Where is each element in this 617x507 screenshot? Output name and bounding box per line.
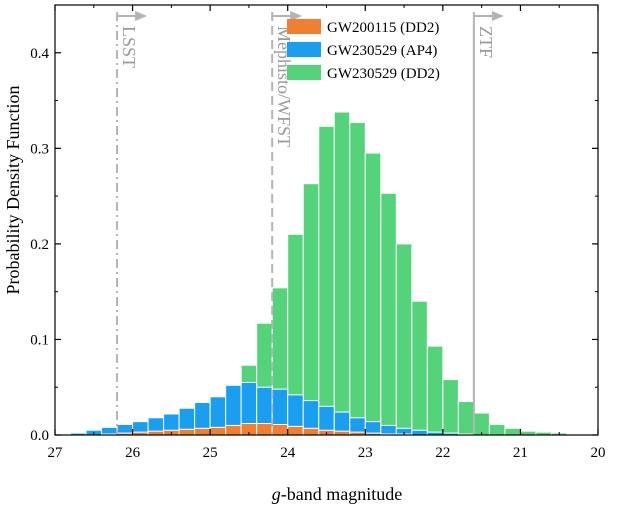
bar-gw230529-dd2	[426, 345, 444, 436]
bar-gw230529-dd2	[473, 412, 490, 436]
bar-gw230529-dd2	[318, 125, 335, 436]
x-tick-label: 26	[125, 445, 141, 461]
bar-gw230529-ap4	[411, 429, 428, 436]
legend-label-gw230529-ap4: GW230529 (AP4)	[327, 43, 437, 59]
x-tick-label: 23	[358, 445, 373, 461]
y-tick-label: 0.2	[30, 237, 49, 253]
legend-label-gw230529-dd2: GW230529 (DD2)	[327, 66, 440, 82]
y-axis-title: Probability Density Function	[3, 86, 23, 295]
y-tick-label: 0.3	[30, 141, 49, 157]
limit-arrowhead-mephisto-wfst	[290, 11, 303, 21]
y-tick-label: 0.1	[30, 332, 49, 348]
bar-gw230529-dd2	[504, 427, 521, 436]
x-tick-label: 25	[203, 445, 218, 461]
x-tick-label: 27	[48, 445, 64, 461]
bar-gw200115-dd2	[271, 423, 289, 436]
bar-gw230529-dd2	[349, 122, 366, 436]
bar-gw200115-dd2	[194, 427, 211, 436]
limit-arrowhead-ztf	[491, 11, 504, 21]
legend: GW200115 (DD2) GW230529 (AP4) GW230529 (DD…	[287, 19, 440, 82]
x-tick-label: 24	[280, 445, 296, 461]
bar-gw230529-dd2	[395, 243, 413, 436]
bar-gw200115-dd2	[256, 423, 273, 436]
limit-arrowhead-lsst	[135, 11, 148, 21]
bar-gw230529-dd2	[333, 111, 351, 436]
limit-label-ztf: ZTF	[476, 26, 496, 58]
bar-gw200115-dd2	[287, 425, 304, 436]
bar-gw230529-dd2	[302, 183, 320, 436]
limit-label-lsst: LSST	[119, 26, 139, 68]
bar-gw230529-dd2	[364, 152, 382, 436]
bar-gw230529-dd2	[380, 192, 397, 436]
bar-gw200115-dd2	[178, 428, 196, 436]
y-tick-label: 0.4	[30, 46, 49, 62]
bar-gw200115-dd2	[225, 424, 242, 436]
x-tick-label: 20	[591, 445, 606, 461]
bar-gw230529-dd2	[442, 379, 459, 436]
bar-gw230529-dd2	[488, 423, 506, 436]
bar-gw230529-dd2	[411, 300, 428, 436]
x-axis-title-rest: -band magnitude	[281, 484, 402, 504]
x-tick-label: 21	[513, 445, 528, 461]
legend-swatch-gw230529-ap4	[287, 42, 321, 57]
x-axis-title-variable: g	[272, 484, 281, 504]
bar-gw230529-dd2	[457, 401, 475, 436]
bar-gw200115-dd2	[209, 426, 227, 436]
y-tick-label: 0.0	[30, 428, 49, 444]
x-axis-title: g-band magnitude	[272, 484, 402, 504]
legend-swatch-gw230529-dd2	[287, 65, 321, 80]
bar-gw200115-dd2	[302, 427, 320, 436]
x-tick-label: 22	[435, 445, 450, 461]
legend-swatch-gw200115-dd2	[287, 19, 321, 34]
legend-label-gw200115-dd2: GW200115 (DD2)	[327, 20, 439, 36]
